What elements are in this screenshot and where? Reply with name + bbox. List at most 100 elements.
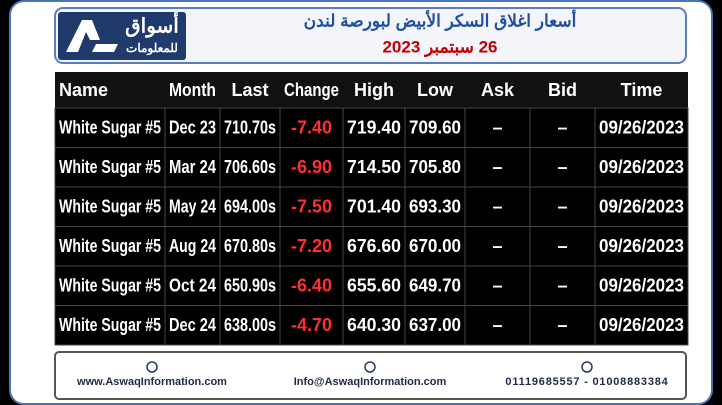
cell-text: – (492, 315, 502, 335)
cell (279, 186, 344, 227)
cell (54, 147, 166, 188)
cell-text: White Sugar #5 (59, 276, 161, 296)
cell-text: 637.00 (409, 315, 461, 335)
cell-text: 709.60 (409, 118, 461, 138)
cell (342, 305, 406, 346)
cell-text: White Sugar #5 (59, 157, 161, 177)
cell-text: 655.60 (347, 276, 401, 296)
cell-text: White Sugar #5 (59, 118, 161, 138)
cell-text: 09/26/2023 (599, 236, 684, 256)
cell-text: White Sugar #5 (59, 236, 161, 256)
mail-icon (364, 361, 376, 373)
cell-text: -7.50 (291, 197, 332, 217)
cell-text: White Sugar #5 (59, 315, 161, 335)
cell (404, 186, 466, 227)
cell-text: 710.70s (224, 118, 276, 138)
cell (342, 265, 406, 306)
cell (54, 107, 166, 148)
cell-text: – (557, 118, 567, 138)
column-header: Name (59, 80, 108, 100)
title: أسعار اغلاق السكر الأبيض لبورصة لندن (304, 8, 577, 31)
cell (594, 186, 689, 227)
footer-box (54, 351, 687, 400)
email: Info@AswaqInformation.com (294, 376, 447, 388)
cell-text: – (492, 157, 502, 177)
cell-text: -7.40 (291, 118, 332, 138)
cell (404, 265, 466, 306)
cell-text: Dec 24 (169, 315, 216, 335)
cell-text: -6.40 (291, 276, 332, 296)
cell (594, 305, 689, 346)
cell-text: – (492, 236, 502, 256)
cell (594, 226, 689, 267)
cell (404, 226, 466, 267)
cell-text: – (492, 276, 502, 296)
cell-text: – (557, 157, 567, 177)
cell-text: – (557, 315, 567, 335)
cell (164, 186, 221, 227)
cell (404, 305, 466, 346)
cell-text: – (557, 276, 567, 296)
header-box (54, 7, 687, 64)
cell (164, 265, 221, 306)
cell-text: 714.50 (347, 157, 401, 177)
logo-text: أسواق (125, 11, 179, 38)
cell (529, 186, 596, 227)
cell-text: 670.80s (224, 236, 276, 256)
cell (529, 147, 596, 188)
cell-text: – (557, 197, 567, 217)
cell-text: – (492, 197, 502, 217)
cell (164, 147, 221, 188)
cell-text: -7.20 (291, 236, 332, 256)
cell-text: White Sugar #5 (59, 197, 161, 217)
cell-text: 719.40 (347, 118, 401, 138)
cell (54, 305, 166, 346)
cell-text: 09/26/2023 (599, 197, 684, 217)
column-header: Bid (548, 80, 577, 100)
cell-text: – (492, 118, 502, 138)
cell (464, 107, 531, 148)
cell-text: 09/26/2023 (599, 315, 684, 335)
column-header: Ask (481, 80, 515, 100)
cell-text: -6.90 (291, 157, 332, 177)
logo-subtext: للمعلومات (126, 41, 178, 56)
cell-text: 09/26/2023 (599, 157, 684, 177)
column-header: Month (169, 80, 216, 100)
cell-text: Oct 24 (169, 276, 216, 296)
cell-text: Mar 24 (169, 157, 216, 177)
cell-text: 706.60s (224, 157, 276, 177)
website: www.AswaqInformation.com (76, 376, 227, 388)
column-header: Change (284, 80, 339, 100)
cell-text: 705.80 (409, 157, 461, 177)
cell (594, 147, 689, 188)
phone-icon (581, 361, 593, 373)
header-row (55, 72, 688, 108)
cell (464, 305, 531, 346)
cell-text: 676.60 (347, 236, 401, 256)
cell-text: 649.70 (409, 276, 461, 296)
cell-text: 701.40 (347, 197, 401, 217)
logo-mark (66, 20, 118, 52)
web-icon (146, 361, 158, 373)
cell (279, 265, 344, 306)
cell-text: 09/26/2023 (599, 276, 684, 296)
cell-text: 650.90s (224, 276, 276, 296)
cell-text: 640.30 (347, 315, 401, 335)
cell-text: 670.00 (409, 236, 461, 256)
cell-text: Dec 23 (169, 118, 216, 138)
phones: 01119685557 - 01008883384 (505, 376, 668, 388)
cell (464, 147, 531, 188)
cell-text: 693.30 (409, 197, 461, 217)
cell-text: – (557, 236, 567, 256)
column-header: Time (621, 80, 663, 100)
cell (164, 107, 221, 148)
cell-text: May 24 (169, 197, 216, 217)
cell (54, 265, 166, 306)
cell-text: 09/26/2023 (599, 118, 684, 138)
cell (594, 107, 689, 148)
cell (529, 226, 596, 267)
cell (342, 226, 406, 267)
cell-text: 638.00s (224, 315, 276, 335)
